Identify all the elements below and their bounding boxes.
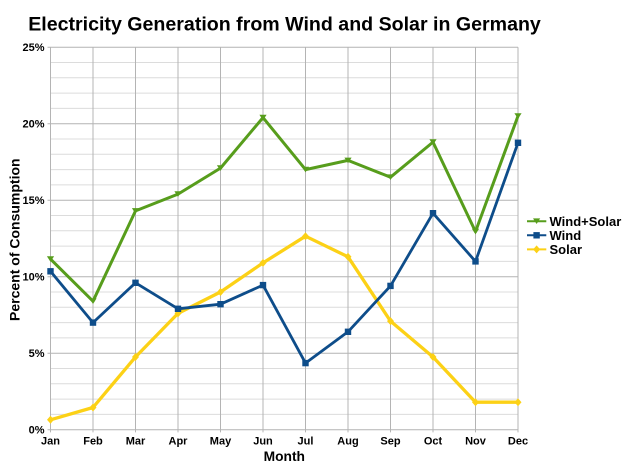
- svg-text:Dec: Dec: [508, 435, 528, 447]
- svg-text:0%: 0%: [29, 424, 45, 436]
- svg-text:15%: 15%: [22, 195, 44, 207]
- svg-text:May: May: [210, 435, 232, 447]
- svg-text:Mar: Mar: [126, 435, 146, 447]
- svg-text:20%: 20%: [22, 118, 44, 130]
- svg-text:Jan: Jan: [41, 435, 60, 447]
- svg-text:Electricity Generation from Wi: Electricity Generation from Wind and Sol…: [28, 13, 541, 35]
- svg-text:Feb: Feb: [83, 435, 103, 447]
- svg-text:Month: Month: [264, 449, 305, 464]
- svg-text:Oct: Oct: [424, 435, 443, 447]
- svg-text:Jul: Jul: [298, 435, 314, 447]
- svg-text:Wind: Wind: [550, 228, 582, 243]
- svg-text:Nov: Nov: [465, 435, 487, 447]
- svg-text:Aug: Aug: [337, 435, 358, 447]
- svg-text:Jun: Jun: [253, 435, 273, 447]
- svg-text:Wind+Solar: Wind+Solar: [550, 214, 622, 229]
- svg-text:Sep: Sep: [380, 435, 400, 447]
- svg-text:25%: 25%: [22, 42, 44, 54]
- svg-text:10%: 10%: [22, 271, 44, 283]
- svg-text:5%: 5%: [29, 348, 45, 360]
- svg-text:Apr: Apr: [169, 435, 189, 447]
- svg-text:Percent of Consumption: Percent of Consumption: [6, 158, 22, 321]
- svg-text:Solar: Solar: [550, 242, 583, 257]
